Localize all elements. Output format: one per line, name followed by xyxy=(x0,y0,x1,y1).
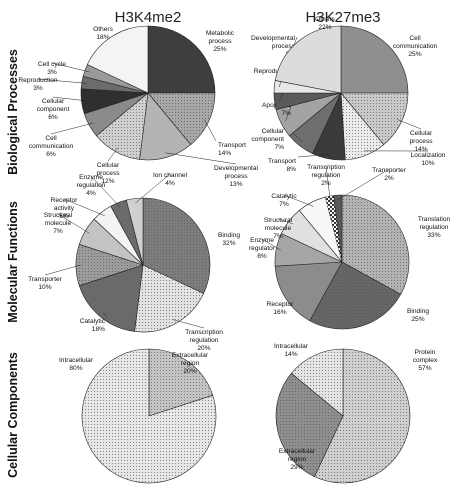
slice-mf-h3k27me3-receptor xyxy=(274,261,343,322)
slice-label-bp-h3k4me2-cell-cycle: Cell cycle 3% xyxy=(38,61,67,76)
slice-label-bp-h3k4me2-transport: Transport 14% xyxy=(218,142,246,157)
leader-line-mf-h3k4me2-transporter xyxy=(44,264,81,276)
leader-line-mf-h3k27me3-structural-molecule xyxy=(277,218,293,225)
slice-label-mf-h3k27me3-structural-molecule: Structural molecule 7% xyxy=(264,217,293,240)
slice-label-bp-h3k27me3-cellular-process: Cellular process 14% xyxy=(409,130,433,153)
row-title-biological-processes: Biological Processes xyxy=(6,49,20,175)
leader-line-bp-h3k4me2-cell-communication xyxy=(50,122,94,135)
slice-mf-h3k4me2-catalytic xyxy=(78,264,144,332)
slice-label-cc-h3k27me3-intracellular: Intracellular 14% xyxy=(274,343,309,358)
slice-label-bp-h3k27me3-localization: Localization 10% xyxy=(411,152,446,167)
slice-bp-h3k27me3-others xyxy=(274,25,342,94)
slice-texture-mf-h3k27me3-transcription-regulation xyxy=(325,195,342,262)
pie-bp-h3k4me2: Metabolic process 25% Transport 14% Developme… xyxy=(18,25,259,188)
leader-line-bp-h3k4me2-cellular-process xyxy=(107,147,119,162)
slice-texture-cc-h3k27me3-protein-complex xyxy=(314,349,411,484)
slice-bp-h3k4me2-metabolic-process xyxy=(147,25,216,94)
leader-line-bp-h3k4me2-cellular-component xyxy=(52,96,87,102)
row-title-cellular-components: Cellular Components xyxy=(6,352,20,478)
slice-label-cc-h3k4me2-intracellular: Intracellular 80% xyxy=(59,357,94,372)
slice-label-mf-h3k27me3-binding: Binding 25% xyxy=(407,308,429,323)
slice-texture-cc-h3k4me2-intracellular xyxy=(81,349,216,484)
slice-label-mf-h3k27me3-transporter: Transporter 2% xyxy=(372,167,407,182)
slice-texture-bp-h3k4me2-cellular-process xyxy=(96,93,148,160)
slice-mf-h3k27me3-transporter xyxy=(333,194,343,263)
slice-label-cc-h3k27me3-extracellular-region: Extracellular region 29% xyxy=(279,448,316,471)
slice-label-mf-h3k27me3-catalytic: Catalytic 7% xyxy=(271,193,297,208)
leader-line-mf-h3k4me2-structural-molecule xyxy=(57,213,90,234)
slice-label-mf-h3k4me2-structural-molecule: Structural molecule 7% xyxy=(44,212,73,235)
slice-texture-cc-h3k4me2-extracellular-region xyxy=(149,349,213,416)
slice-label-bp-h3k27me3-cellular-component: Cellular component 7% xyxy=(251,128,284,151)
slice-label-bp-h3k4me2-metabolic-process: Metabolic process 25% xyxy=(206,30,235,53)
slice-texture-mf-h3k4me2-binding xyxy=(143,198,210,294)
leader-line-mf-h3k27me3-catalytic xyxy=(283,194,314,207)
slice-label-mf-h3k4me2-catalytic: Catalytic 18% xyxy=(80,318,106,333)
slice-label-mf-h3k4me2-binding: Binding 32% xyxy=(218,232,240,247)
slice-texture-bp-h3k27me3-cellular-process xyxy=(341,93,408,145)
slice-texture-cc-h3k27me3-intracellular xyxy=(291,349,343,416)
slice-texture-mf-h3k27me3-translation-regulation xyxy=(342,195,409,295)
slice-bp-h3k27me3-cell-communication xyxy=(340,25,409,94)
slice-label-bp-h3k4me2-others: Others 18% xyxy=(93,26,113,41)
slice-label-mf-h3k4me2-receptor-activity: Receptor activity 5% xyxy=(51,197,79,220)
column-title-h3k4me2: H3K4me2 xyxy=(115,9,182,26)
slice-label-mf-h3k4me2-ion-channel: Ion channel 4% xyxy=(153,172,188,187)
slice-bp-h3k4me2-developmental-process xyxy=(139,92,192,161)
slice-label-bp-h3k27me3-others: Others 22% xyxy=(315,16,335,31)
slice-mf-h3k4me2-ion-channel xyxy=(125,197,144,266)
slice-label-cc-h3k4me2-extracellular-region: Extracellular region 20% xyxy=(172,352,209,375)
slice-label-mf-h3k4me2-enzyme-regulation: Enzyme regulation 4% xyxy=(77,174,106,197)
leader-line-bp-h3k27me3-cellular-process xyxy=(397,119,422,130)
pie-bp-h3k27me3: Cell communication 25% Cellular process 14%Lo… xyxy=(251,16,446,173)
leader-line-mf-h3k27me3-enzyme-regulator xyxy=(261,238,281,251)
slice-label-mf-h3k27me3-receptor: Receptor 16% xyxy=(267,301,295,316)
leader-line-mf-h3k4me2-catalytic xyxy=(103,312,108,318)
row-title-molecular-functions: Molecular Functions xyxy=(6,201,20,323)
leader-line-bp-h3k4me2-reproduction xyxy=(37,78,87,84)
slice-texture-mf-h3k27me3-binding xyxy=(309,262,401,329)
slice-label-mf-h3k4me2-transporter: Transporter 10% xyxy=(28,276,63,291)
slice-texture-mf-h3k4me2-transcription-regulation xyxy=(134,265,204,332)
leader-line-mf-h3k4me2-receptor-activity xyxy=(63,198,105,217)
slice-label-bp-h3k4me2-developmental-process: Developmental process 13% xyxy=(214,165,259,188)
slice-label-bp-h3k4me2-reproduction: Reproduction 3% xyxy=(18,77,58,92)
slice-label-bp-h3k27me3-transport: Transport 8% xyxy=(268,158,296,173)
leader-line-bp-h3k4me2-transport xyxy=(204,119,217,142)
slice-bp-h3k4me2-others xyxy=(86,25,149,94)
slice-label-mf-h3k27me3-enzyme-regulator: Enzyme regulator 8% xyxy=(249,237,276,260)
slice-label-bp-h3k4me2-cellular-process: Cellular process 12% xyxy=(96,162,120,185)
leader-line-mf-h3k4me2-enzyme-regulation xyxy=(90,175,121,208)
leader-line-bp-h3k4me2-developmental-process xyxy=(165,152,237,165)
slice-texture-mf-h3k4me2-transporter xyxy=(76,244,143,286)
slice-label-bp-h3k27me3-cell-communication: Cell communication 25% xyxy=(393,35,438,58)
pie-mf-h3k27me3: Translation regulation 33% Binding 25% Recept… xyxy=(249,164,451,330)
slice-texture-cc-h3k27me3-extracellular-region xyxy=(276,373,343,477)
leader-line-bp-h3k4me2-cell-cycle xyxy=(51,62,90,73)
leader-line-mf-h3k4me2-ion-channel xyxy=(135,173,171,204)
slice-label-mf-h3k4me2-transcription-regulation: Transcription regulation 20% xyxy=(185,329,223,352)
leader-line-bp-h3k27me3-transport xyxy=(297,153,330,158)
column-title-h3k27me3: H3K27me3 xyxy=(305,9,380,26)
pie-cc-h3k4me2: Extracellular region 20% Intracellular 80% xyxy=(59,348,217,484)
leader-line-mf-h3k27me3-transcription-regulation xyxy=(325,165,331,201)
leader-line-mf-h3k4me2-transcription-regulation xyxy=(172,319,205,329)
slice-label-cc-h3k27me3-protein-complex: Protein complex 57% xyxy=(413,349,438,372)
slice-label-mf-h3k27me3-translation-regulation: Translation regulation 33% xyxy=(418,216,451,239)
pie-mf-h3k4me2: Binding 32% Transcription regulation 20% Cata… xyxy=(28,172,240,352)
slice-texture-bp-h3k4me2-transport xyxy=(148,93,215,145)
leader-line-mf-h3k27me3-transporter xyxy=(337,168,390,201)
slice-label-bp-h3k4me2-cell-communication: Cell communication 6% xyxy=(29,135,74,158)
pie-cc-h3k27me3: Protein complex 57% Extracellular region 29% I… xyxy=(274,343,438,484)
slice-texture-bp-h3k27me3-localization xyxy=(341,93,384,160)
slice-label-bp-h3k4me2-cellular-component: Cellular component 6% xyxy=(37,98,70,121)
